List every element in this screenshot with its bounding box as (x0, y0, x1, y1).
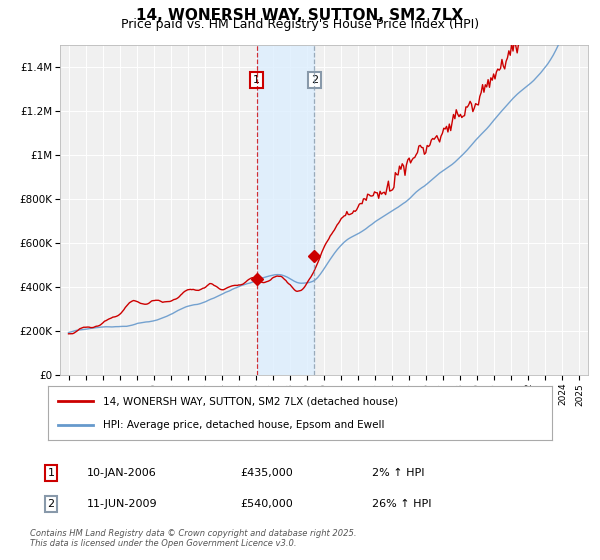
Text: 1: 1 (253, 75, 260, 85)
Bar (257, 45, 314, 375)
Text: Price paid vs. HM Land Registry's House Price Index (HPI): Price paid vs. HM Land Registry's House … (121, 18, 479, 31)
Text: 1: 1 (47, 468, 55, 478)
Text: 14, WONERSH WAY, SUTTON, SM2 7LX (detached house): 14, WONERSH WAY, SUTTON, SM2 7LX (detach… (103, 396, 398, 407)
Text: 10-JAN-2006: 10-JAN-2006 (87, 468, 157, 478)
Text: HPI: Average price, detached house, Epsom and Ewell: HPI: Average price, detached house, Epso… (103, 419, 385, 430)
Text: 11-JUN-2009: 11-JUN-2009 (87, 499, 158, 509)
Text: 2% ↑ HPI: 2% ↑ HPI (372, 468, 425, 478)
Text: 26% ↑ HPI: 26% ↑ HPI (372, 499, 431, 509)
Text: 14, WONERSH WAY, SUTTON, SM2 7LX: 14, WONERSH WAY, SUTTON, SM2 7LX (136, 8, 464, 24)
Text: 2: 2 (311, 75, 318, 85)
Text: 2: 2 (47, 499, 55, 509)
Text: £435,000: £435,000 (240, 468, 293, 478)
Text: Contains HM Land Registry data © Crown copyright and database right 2025.
This d: Contains HM Land Registry data © Crown c… (30, 529, 356, 548)
Text: £540,000: £540,000 (240, 499, 293, 509)
